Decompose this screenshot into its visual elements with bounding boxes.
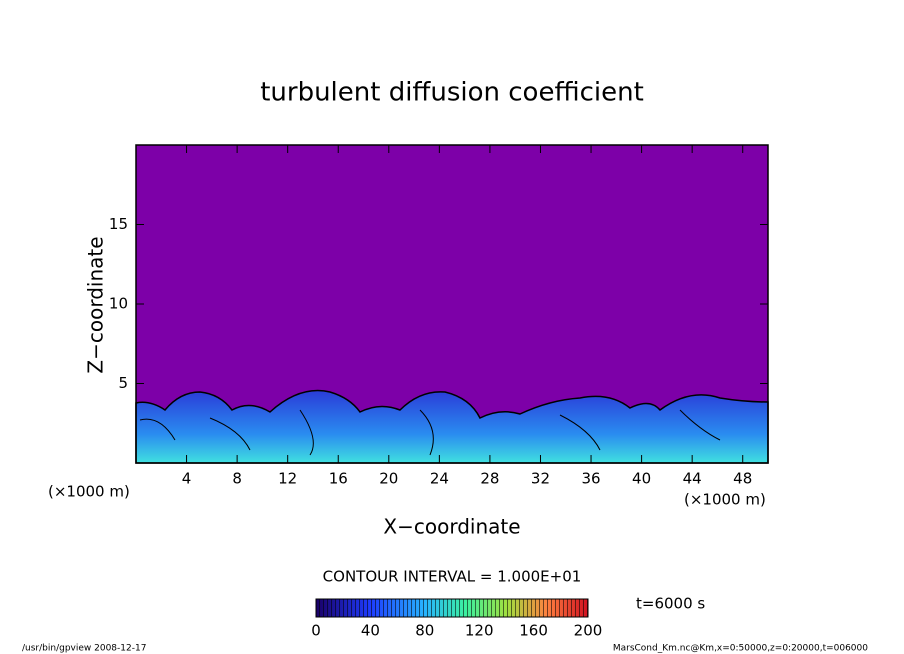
colorbar-tick-label: 80: [415, 622, 434, 640]
colorbar-tick-label: 40: [361, 622, 380, 640]
x-axis-label: X−coordinate: [383, 515, 520, 539]
x-tick-label: 28: [480, 470, 499, 488]
x-tick-label: 4: [182, 470, 192, 488]
x-tick-label: 16: [329, 470, 348, 488]
y-tick-label: 10: [109, 295, 128, 313]
colorbar-frame: [315, 598, 589, 618]
contour-interval: CONTOUR INTERVAL = 1.000E+01: [323, 568, 582, 586]
footer-right: MarsCond_Km.nc@Km,x=0:50000,z=0:20000,t=…: [613, 644, 868, 654]
x-tick-label: 48: [733, 470, 752, 488]
colorbar-stripes: [316, 599, 588, 617]
x-tick-label: 12: [278, 470, 297, 488]
x-unit-left: (×1000 m): [48, 483, 130, 501]
colorbar-tick-label: 160: [519, 622, 548, 640]
x-tick-label: 24: [430, 470, 449, 488]
contour-lines: [139, 409, 721, 456]
colorbar-tick-label: 200: [574, 622, 603, 640]
x-unit-right: (×1000 m): [684, 491, 766, 509]
colorbar-tick-label: 0: [311, 622, 321, 640]
x-tick-label: 40: [632, 470, 651, 488]
x-tick-label: 20: [379, 470, 398, 488]
time-label: t=6000 s: [636, 595, 705, 613]
x-tick-label: 8: [232, 470, 242, 488]
x-tick-label: 36: [581, 470, 600, 488]
y-tick-label: 15: [109, 215, 128, 233]
y-axis-label: Z−coordinate: [84, 236, 108, 373]
x-tick-label: 44: [683, 470, 702, 488]
x-tick-label: 32: [531, 470, 550, 488]
colorbar-tick-label: 120: [465, 622, 494, 640]
chart-title: turbulent diffusion coefficient: [260, 78, 644, 108]
footer-left: /usr/bin/gpview 2008-12-17: [22, 644, 146, 654]
y-tick-label: 5: [118, 374, 128, 392]
turbulent-layer: [135, 389, 769, 464]
